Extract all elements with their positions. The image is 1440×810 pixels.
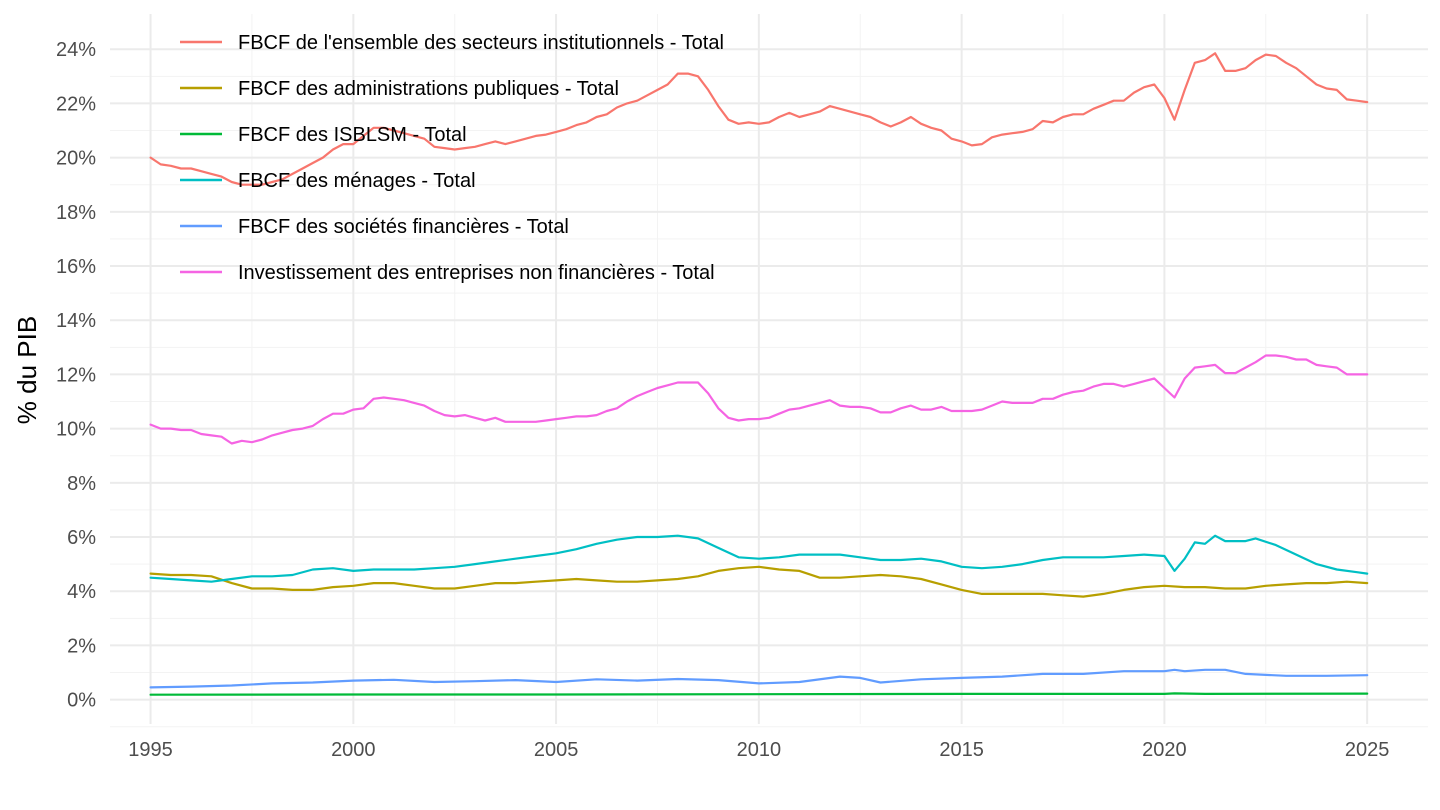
series-line-2 <box>149 692 1369 696</box>
y-tick-label: 8% <box>67 473 96 495</box>
x-tick-label: 2010 <box>737 739 782 761</box>
x-tick-label: 1995 <box>128 739 173 761</box>
series-lines <box>149 52 1369 696</box>
y-tick-label: 22% <box>56 93 96 115</box>
y-tick-label: 0% <box>67 690 96 712</box>
y-tick-label: 18% <box>56 202 96 224</box>
y-axis-title: % du PIB <box>12 316 42 424</box>
grid-minor <box>110 14 1428 728</box>
x-tick-label: 2005 <box>534 739 579 761</box>
legend: FBCF de l'ensemble des secteurs institut… <box>180 32 724 284</box>
legend-label: FBCF des administrations publiques - Tot… <box>238 78 619 100</box>
y-tick-label: 4% <box>67 581 96 603</box>
x-tick-label: 2000 <box>331 739 376 761</box>
legend-label: FBCF de l'ensemble des secteurs institut… <box>238 32 724 54</box>
y-tick-label: 12% <box>56 364 96 386</box>
series-line-4 <box>149 668 1369 689</box>
y-tick-label: 6% <box>67 527 96 549</box>
y-tick-label: 2% <box>67 635 96 657</box>
y-tick-label: 16% <box>56 256 96 278</box>
legend-label: FBCF des ISBLSM - Total <box>238 124 467 146</box>
x-axis-tick-labels: 1995 2000 2005 2010 2015 2020 2025 <box>128 739 1389 761</box>
y-tick-label: 24% <box>56 39 96 61</box>
y-tick-label: 10% <box>56 419 96 441</box>
grid-major <box>110 14 1428 724</box>
x-tick-label: 2020 <box>1142 739 1187 761</box>
series-line-3 <box>149 534 1369 583</box>
series-line-1 <box>149 565 1369 598</box>
legend-label: FBCF des ménages - Total <box>238 170 476 192</box>
y-tick-label: 20% <box>56 148 96 170</box>
series-line-5 <box>149 354 1369 445</box>
x-tick-label: 2025 <box>1345 739 1390 761</box>
series-line-0 <box>149 52 1369 186</box>
legend-label: FBCF des sociétés financières - Total <box>238 216 569 238</box>
legend-label: Investissement des entreprises non finan… <box>238 262 715 284</box>
y-axis-tick-labels: 0% 2% 4% 6% 8% 10% 12% 14% 16% 18% 20% 22% 24% <box>56 39 96 711</box>
y-tick-label: 14% <box>56 310 96 332</box>
x-tick-label: 2015 <box>939 739 984 761</box>
